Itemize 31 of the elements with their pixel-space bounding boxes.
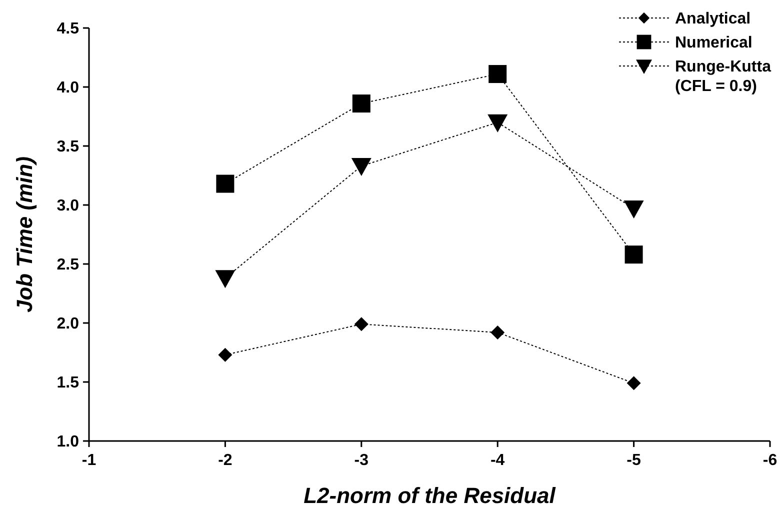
y-tick-label: 1.5 [56,374,80,392]
y-tick-label: 1.0 [56,434,80,451]
legend-label: Numerical [675,34,752,52]
point [488,114,508,132]
y-tick-label: 4.5 [56,20,80,38]
legend-label: Analytical [675,10,751,28]
point [624,200,644,219]
point [215,270,236,288]
x-tick-label: -6 [762,452,778,469]
point [488,65,507,84]
x-tick-label: -5 [626,452,642,469]
legend-label: Runge-Kutta (CFL = 0.9) [675,58,772,95]
point [216,174,234,193]
point [354,317,368,332]
y-tick-label: 2.0 [56,316,80,333]
x-tick-label: -2 [218,452,232,469]
point [626,376,641,390]
point [490,325,505,340]
y-tick-label: 2.5 [56,256,80,274]
y-tick-label: 3.0 [56,198,80,215]
x-tick-label: -4 [490,452,505,469]
point [624,246,643,264]
x-tick-label: -3 [354,452,369,469]
y-tick-label: 4.0 [56,80,80,97]
y-axis-title: Job Time (min) [12,156,37,313]
point [351,158,372,176]
x-tick-label: -1 [82,452,96,469]
y-tick-label: 3.5 [56,138,80,156]
point [218,348,232,362]
point [352,94,370,113]
x-axis-title: L2-norm of the Residual [304,483,556,508]
